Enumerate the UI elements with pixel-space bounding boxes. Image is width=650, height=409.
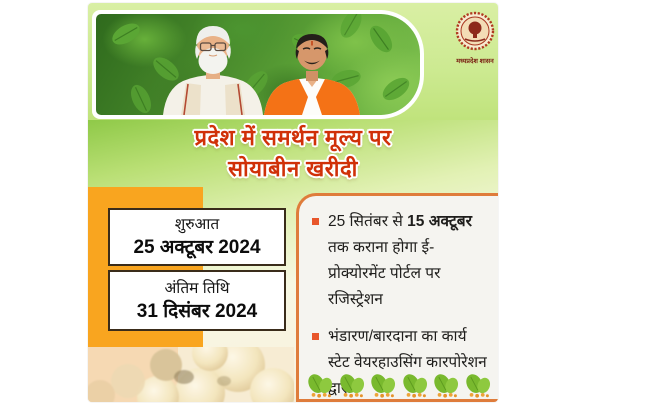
cm-mohan-yadav-portrait <box>264 34 360 115</box>
poster-headline: प्रदेश में समर्थन मूल्य पर सोयाबीन खरीदी <box>88 122 498 184</box>
soy-leaf-icon <box>338 373 367 398</box>
soy-leaf-icon <box>433 373 462 398</box>
soy-leaf-icon <box>464 373 493 398</box>
bullet-registration: 25 सितंबर से 15 अक्टूबर तक कराना होगा ई-… <box>312 209 490 313</box>
bullet-storage: भंडारण/बारदाना का कार्य स्टेट वेयरहाउसिं… <box>312 324 490 402</box>
soy-leaf-icon <box>401 373 430 398</box>
headline-line2: सोयाबीन खरीदी <box>228 156 358 181</box>
soy-leaf-icon <box>370 373 398 398</box>
mp-govt-emblem: मध्यप्रदेश शासन <box>448 11 498 65</box>
soybean-field-photo <box>96 14 420 115</box>
bullet-storage-text: भंडारण/बारदाना का कार्य स्टेट वेयरहाउसिं… <box>328 328 487 397</box>
soy-leaf-icon <box>307 373 335 398</box>
headline-line1: प्रदेश में समर्थन मूल्य पर <box>194 125 392 150</box>
mp-emblem-icon <box>455 11 495 51</box>
poster-card: मध्यप्रदेश शासन प्रदेश में समर्थन मूल्य … <box>88 3 498 402</box>
bullet-registration-text: 25 सितंबर से 15 अक्टूबर तक कराना होगा ई-… <box>328 213 472 308</box>
emblem-caption: मध्यप्रदेश शासन <box>456 58 494 65</box>
soybeans-photo <box>88 347 294 402</box>
leaders-photo-frame <box>92 10 424 119</box>
bullet-square-icon <box>312 333 319 340</box>
end-date-label: अंतिम तिथि <box>164 279 230 297</box>
start-date-value: 25 अक्टूबर 2024 <box>133 237 261 258</box>
pm-modi-portrait <box>163 26 263 115</box>
details-panel: 25 सितंबर से 15 अक्टूबर तक कराना होगा ई-… <box>296 193 498 402</box>
start-date-label: शुरुआत <box>174 216 220 233</box>
top-banner: मध्यप्रदेश शासन <box>88 3 498 120</box>
details-bullet-list: 25 सितंबर से 15 अक्टूबर तक कराना होगा ई-… <box>299 196 498 402</box>
bullet-square-icon <box>312 218 319 225</box>
leaf-decoration-row <box>307 373 493 398</box>
end-date-value: 31 दिसंबर 2024 <box>136 300 258 322</box>
start-date-box: शुरुआत 25 अक्टूबर 2024 <box>108 208 286 266</box>
end-date-box: अंतिम तिथि 31 दिसंबर 2024 <box>108 270 286 331</box>
